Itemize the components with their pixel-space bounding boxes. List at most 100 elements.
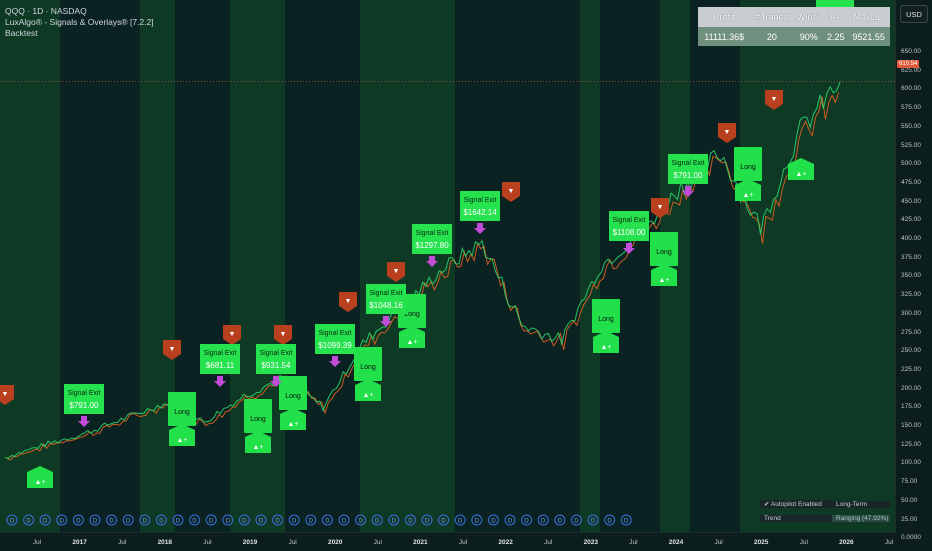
buy-signal-text: ▲+ — [600, 344, 611, 351]
signal-exit-text: Signal Exit — [671, 160, 704, 167]
long-entry-text: Long — [740, 164, 756, 171]
dividend-marker — [537, 514, 549, 526]
long-entry-label: Long — [650, 232, 678, 266]
time-tick: Jul — [714, 539, 723, 546]
dividend-marker-label: D — [441, 519, 446, 525]
long-entry-text: Long — [250, 416, 266, 423]
sell-signal-arrow: ▼ — [393, 268, 400, 275]
dividend-marker — [355, 514, 367, 526]
chart-area[interactable]: D D D D D D D D D D D D D D D D D D D D D D D D D D D D D D D D D D D D D D ▼ ▼… — [0, 0, 895, 532]
buy-signal-marker: ▲+ — [651, 264, 677, 286]
indicator-title[interactable]: LuxAlgo® - Signals & Overlays® [7.2.2] — [5, 17, 154, 27]
dividend-marker-label: D — [541, 519, 546, 525]
dividend-marker — [155, 514, 167, 526]
dividend-marker — [6, 514, 18, 526]
time-tick: Jul — [32, 539, 42, 546]
sell-signal-box — [765, 90, 783, 110]
exit-arrow-icon — [78, 416, 90, 427]
trend-zone — [580, 0, 600, 532]
signal-exit-text: Signal Exit — [369, 290, 402, 297]
symbol-title[interactable]: QQQ · 1D · NASDAQ — [5, 6, 87, 16]
sell-signal-box — [0, 385, 14, 405]
sell-signal-marker: ▼ — [651, 198, 669, 218]
dividend-marker-label: D — [325, 519, 330, 525]
dividend-marker — [288, 514, 300, 526]
price-axis[interactable]: 650.00 625.00 600.00 575.00 550.00 525.00 500.… — [895, 0, 932, 541]
signal-exit-box — [200, 344, 240, 374]
autopilot-status: ✔ Autopilot Enabled — [760, 500, 832, 508]
signal-exit-text: Signal Exit — [612, 217, 645, 224]
signal-exit-label: Signal Exit $681.11 — [200, 344, 240, 374]
time-tick: 2020 — [327, 539, 343, 546]
price-tick: 350.00 — [901, 272, 921, 280]
buy-signal-text: ▲+ — [252, 444, 263, 451]
price-chart[interactable]: D D D D D D D D D D D D D D D D D D D D D D D D D D D D D D D D D D D D D D ▼ ▼… — [0, 0, 895, 532]
dividend-marker-label: D — [143, 519, 148, 525]
dividend-marker-label: D — [425, 519, 430, 525]
dividend-marker — [255, 514, 267, 526]
signal-exit-text: Signal Exit — [415, 230, 448, 237]
dividend-marker — [172, 514, 184, 526]
long-entry-text: Long — [598, 316, 614, 323]
exit-arrow-icon — [329, 356, 341, 367]
price-tick: 25.00 — [901, 515, 918, 523]
signal-exit-box — [256, 344, 296, 374]
dividend-marker — [23, 514, 35, 526]
dividend-marker — [106, 514, 118, 526]
stats-trades: 20 — [750, 27, 794, 46]
chart-legend: QQQ · 1D · NASDAQ LuxAlgo® - Signals & O… — [5, 6, 154, 39]
dividend-marker — [388, 514, 400, 526]
dividend-marker — [89, 514, 101, 526]
dividend-marker-label: D — [392, 519, 397, 525]
signal-exit-box — [315, 324, 355, 354]
signal-exit-label: Signal Exit $931.54 — [256, 344, 296, 374]
dividend-marker — [122, 514, 134, 526]
stats-header-win: Win% — [793, 7, 825, 27]
price-tick: 550.00 — [901, 122, 921, 130]
long-entry-box — [244, 399, 272, 433]
signal-exit-amount: $1108.00 — [613, 228, 646, 237]
stats-maxdd: 9521.55 — [847, 27, 890, 46]
dividend-marker — [238, 514, 250, 526]
price-tick: 425.00 — [901, 216, 921, 224]
exit-arrow-icon — [682, 186, 694, 197]
dividend-marker-label: D — [558, 519, 563, 525]
sell-signal-box — [387, 262, 405, 282]
price-tick: 450.00 — [901, 197, 921, 205]
dividend-marker — [554, 514, 566, 526]
time-tick: 2022 — [498, 539, 513, 546]
buy-signal-box — [651, 264, 677, 286]
dividend-marker — [620, 514, 632, 526]
time-tick: Jul — [203, 539, 212, 546]
long-entry-label: Long — [354, 347, 382, 381]
signal-exit-amount: $791.00 — [70, 401, 99, 410]
signal-exit-box — [412, 224, 452, 254]
sell-signal-box — [651, 198, 669, 218]
signal-exit-text: Signal Exit — [463, 197, 496, 204]
buy-signal-marker: ▲+ — [355, 379, 381, 401]
buy-signal-box — [355, 379, 381, 401]
sell-signal-arrow: ▼ — [724, 129, 731, 136]
time-axis[interactable]: Jul 2017 Jul 2018 Jul 2019 Jul 2020 Jul 2021 Jul 20… — [0, 532, 895, 551]
dividend-marker-label: D — [309, 519, 314, 525]
dividend-marker-label: D — [574, 519, 579, 525]
signal-exit-text: Signal Exit — [67, 390, 100, 397]
time-tick: 2019 — [242, 539, 258, 546]
backtest-title[interactable]: Backtest — [5, 28, 38, 38]
signal-exit-label: Signal Exit $1297.80 — [412, 224, 452, 254]
time-tick: Jul — [373, 539, 382, 546]
dividend-marker-label: D — [126, 519, 131, 525]
currency-button[interactable]: USD — [900, 5, 928, 23]
sell-signal-marker: ▼ — [502, 182, 520, 202]
autopilot-label: Autopilot Enabled — [770, 501, 822, 508]
dividend-marker — [72, 514, 84, 526]
buy-signal-box — [245, 431, 271, 453]
exit-arrow-icon — [270, 376, 282, 387]
signal-exit-box — [460, 191, 500, 221]
time-tick: Jul — [458, 539, 468, 546]
dividend-marker — [504, 514, 516, 526]
time-tick: 2021 — [413, 539, 428, 546]
time-tick: Jul — [288, 539, 297, 546]
price-tick: 600.00 — [901, 85, 921, 93]
dividend-marker-label: D — [375, 519, 380, 525]
